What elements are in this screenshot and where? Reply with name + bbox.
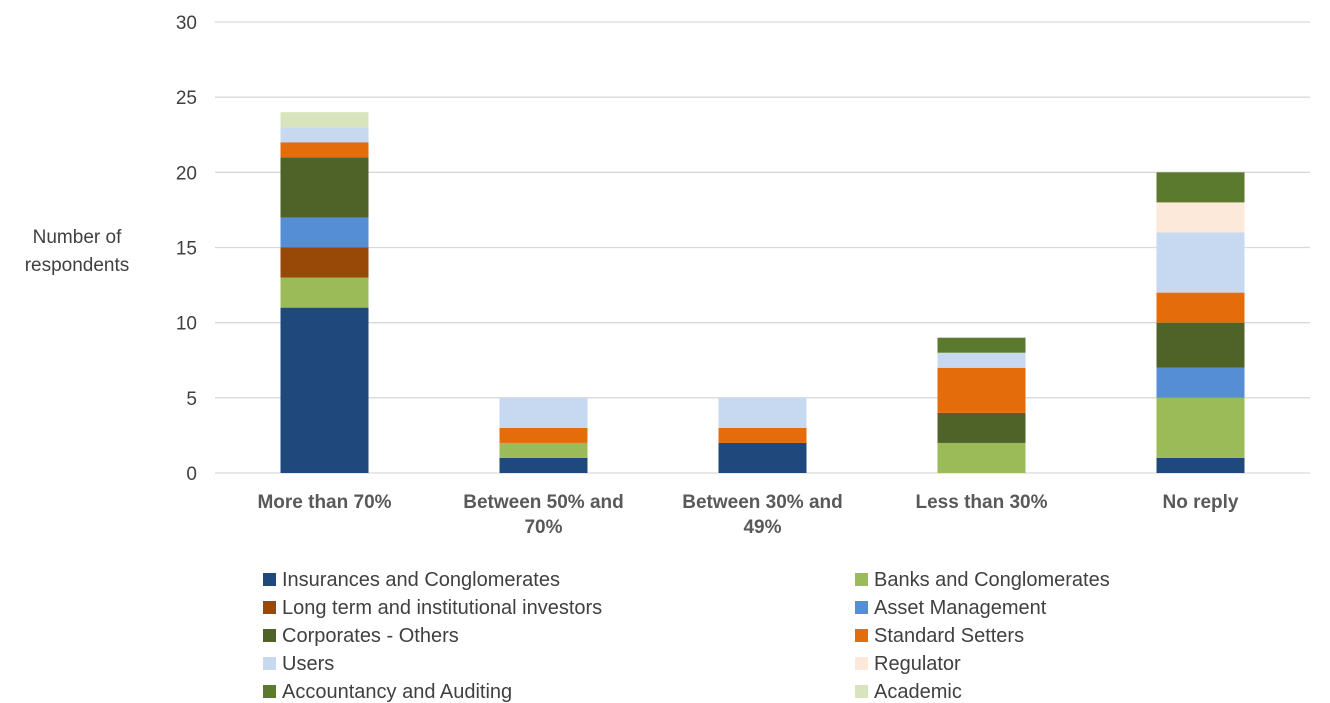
bar-segment bbox=[937, 337, 1026, 353]
bar-segment bbox=[499, 457, 588, 473]
category-label: No reply bbox=[1162, 492, 1238, 513]
bar-segment bbox=[280, 217, 369, 248]
legend-swatch bbox=[263, 629, 276, 642]
bar-segment bbox=[280, 277, 369, 308]
legend-label: Regulator bbox=[874, 653, 961, 675]
bar-segment bbox=[718, 442, 807, 473]
legend: Insurances and Conglomerates Banks and Co… bbox=[263, 569, 1110, 703]
legend-label: Insurances and Conglomerates bbox=[282, 569, 560, 591]
legend-label: Asset Management bbox=[874, 597, 1047, 619]
y-axis-label: Number of respondents bbox=[25, 227, 130, 276]
y-axis-ticks: 0 5 10 15 20 25 30 bbox=[176, 13, 197, 485]
legend-swatch bbox=[855, 685, 868, 698]
category-label: Less than 30% bbox=[916, 492, 1048, 513]
bar-segment bbox=[1156, 457, 1245, 473]
gridlines bbox=[215, 21, 1310, 474]
legend-swatch bbox=[855, 601, 868, 614]
bar-segment bbox=[280, 307, 369, 473]
legend-swatch bbox=[263, 685, 276, 698]
y-tick-label: 30 bbox=[176, 13, 197, 34]
category-label: More than 70% bbox=[257, 492, 391, 513]
bars bbox=[280, 112, 1245, 473]
legend-label: Accountancy and Auditing bbox=[282, 681, 512, 703]
bar-segment bbox=[280, 157, 369, 218]
legend-swatch bbox=[855, 573, 868, 586]
bar-segment bbox=[718, 397, 807, 428]
y-tick-label: 25 bbox=[176, 88, 197, 109]
category-label: Between 30% and 49% bbox=[682, 492, 843, 538]
bar-segment bbox=[1156, 172, 1245, 203]
y-tick-label: 0 bbox=[186, 464, 197, 485]
y-tick-label: 5 bbox=[186, 389, 197, 410]
bar-segment bbox=[280, 112, 369, 128]
bar-segment bbox=[1156, 322, 1245, 368]
bar-segment bbox=[937, 412, 1026, 443]
bar-segment bbox=[499, 442, 588, 458]
bar-segment bbox=[937, 442, 1026, 473]
legend-label: Corporates - Others bbox=[282, 625, 459, 647]
legend-label: Long term and institutional investors bbox=[282, 597, 602, 619]
legend-label: Banks and Conglomerates bbox=[874, 569, 1110, 591]
legend-label: Academic bbox=[874, 681, 962, 703]
bar-segment bbox=[937, 367, 1026, 413]
bar-segment bbox=[1156, 202, 1245, 233]
y-tick-label: 10 bbox=[176, 314, 197, 335]
bar-segment bbox=[1156, 367, 1245, 398]
bar-segment bbox=[280, 247, 369, 278]
bar-segment bbox=[280, 127, 369, 143]
category-label: Between 50% and 70% bbox=[463, 492, 624, 538]
bar-segment bbox=[1156, 232, 1245, 293]
category-labels: More than 70% Between 50% and 70% Between 3… bbox=[257, 492, 1238, 538]
legend-swatch bbox=[855, 629, 868, 642]
bar-segment bbox=[499, 427, 588, 443]
bar-segment bbox=[280, 142, 369, 158]
legend-label: Users bbox=[282, 653, 334, 675]
legend-swatch bbox=[263, 657, 276, 670]
bar-segment bbox=[1156, 292, 1245, 323]
bar-segment bbox=[937, 352, 1026, 368]
legend-swatch bbox=[263, 573, 276, 586]
legend-swatch bbox=[855, 657, 868, 670]
legend-swatch bbox=[263, 601, 276, 614]
bar-segment bbox=[1156, 397, 1245, 458]
y-tick-label: 15 bbox=[176, 239, 197, 260]
y-tick-label: 20 bbox=[176, 163, 197, 184]
legend-label: Standard Setters bbox=[874, 625, 1024, 647]
bar-segment bbox=[499, 397, 588, 428]
bar-segment bbox=[718, 427, 807, 443]
